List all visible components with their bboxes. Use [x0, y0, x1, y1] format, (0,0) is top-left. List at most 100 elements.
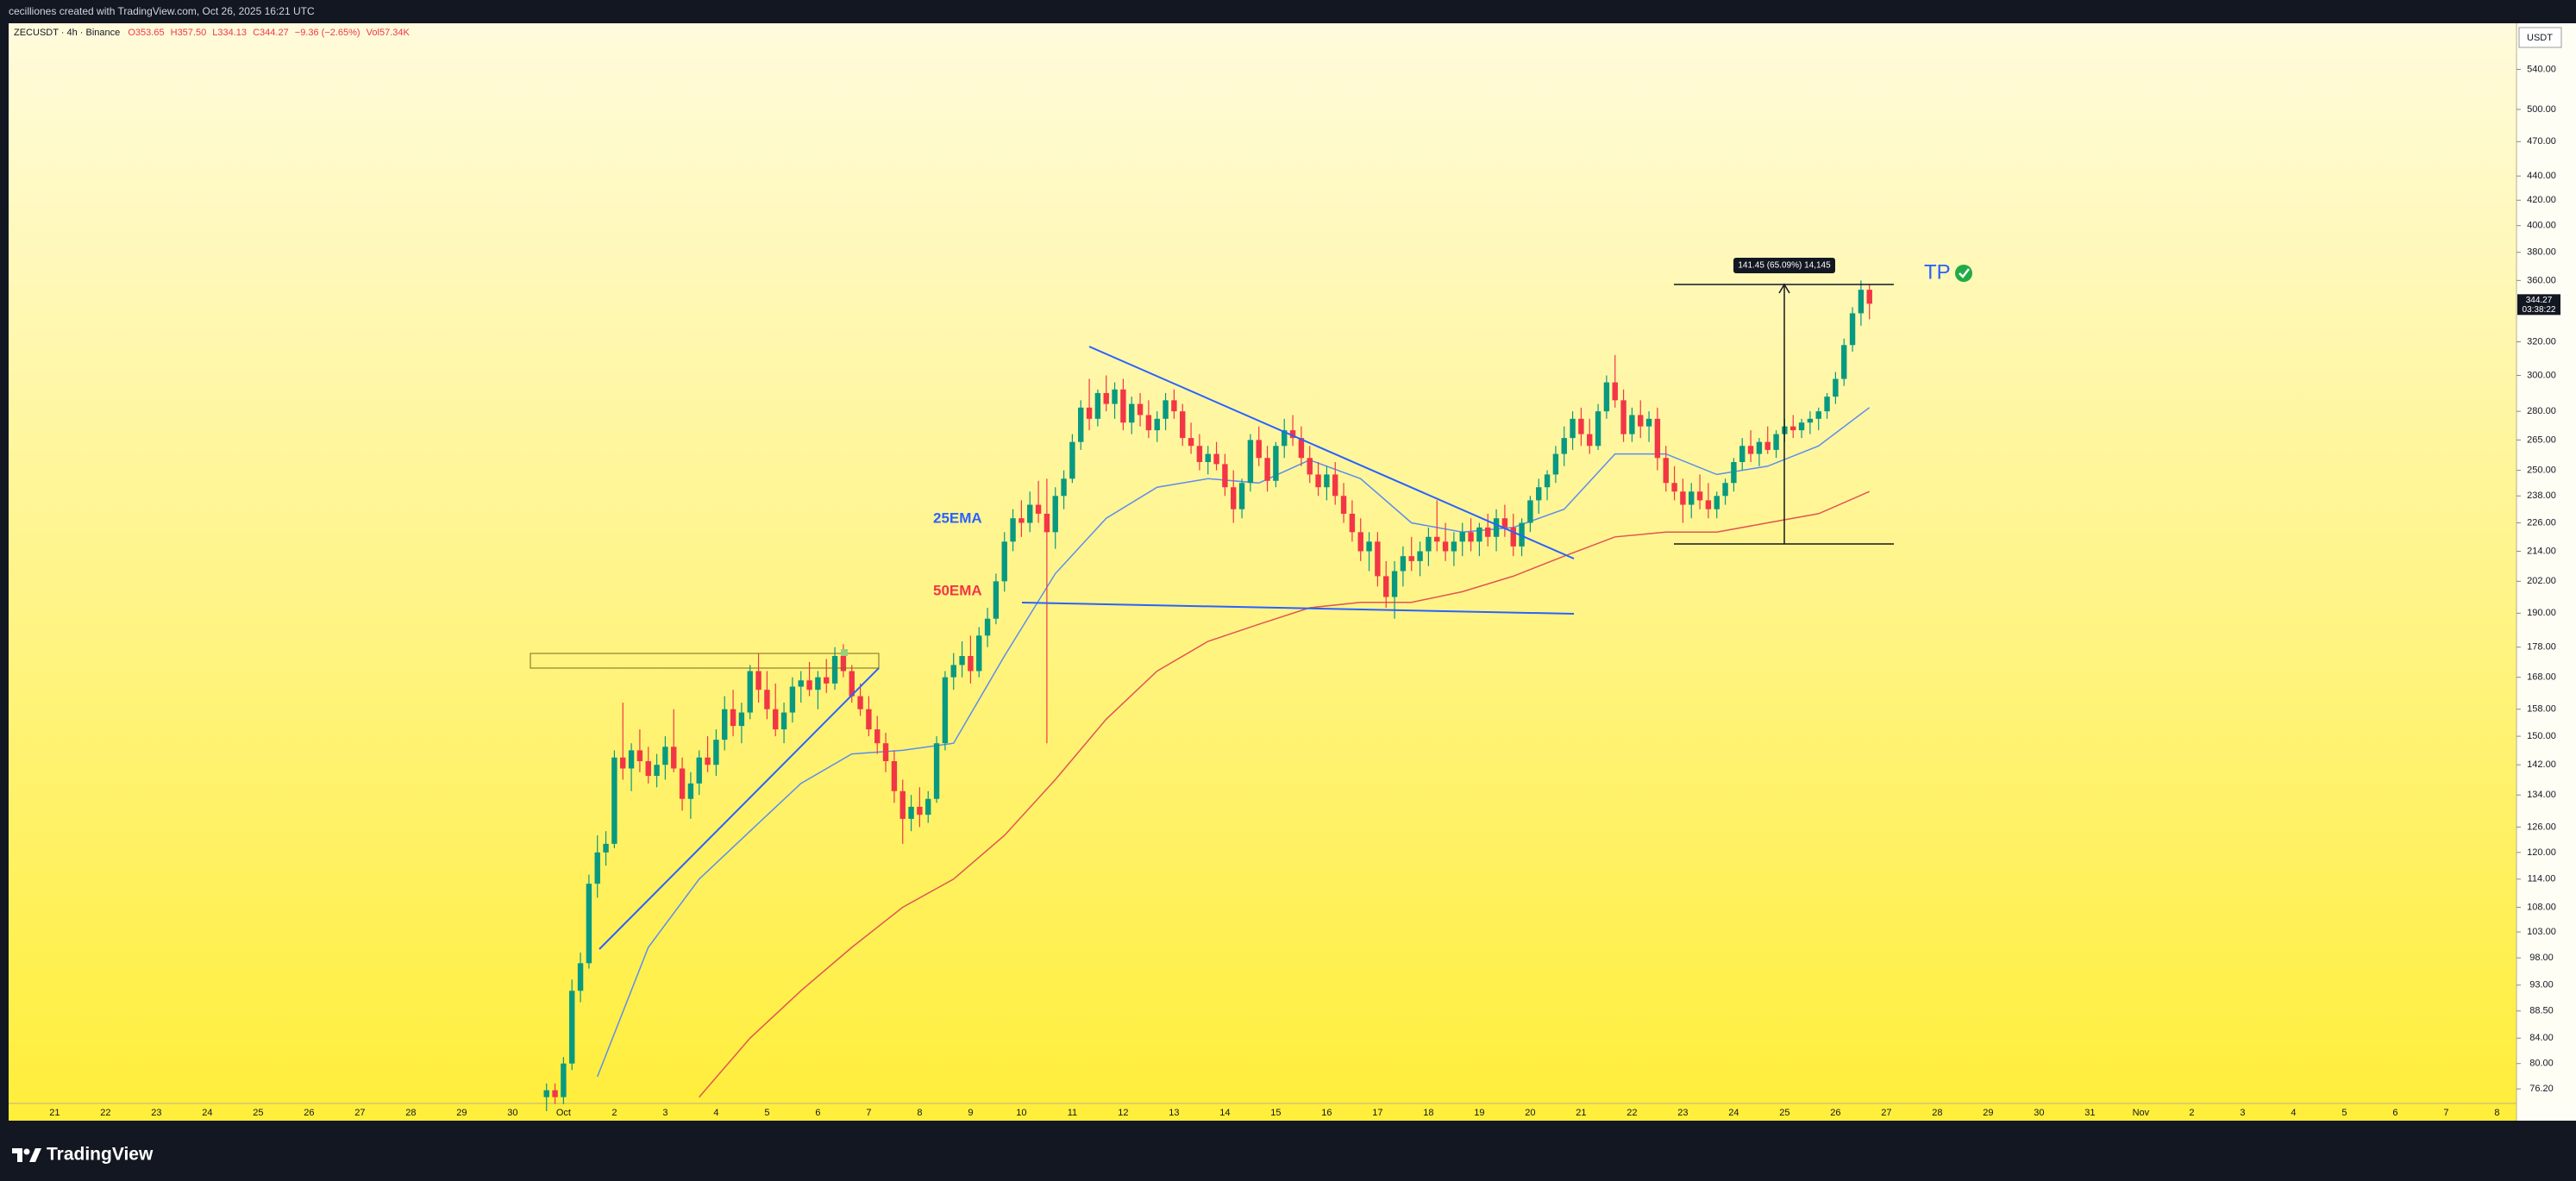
candle-body — [891, 760, 898, 791]
candle-body — [1264, 458, 1270, 481]
candle-body — [1671, 483, 1677, 492]
series-label: 50EMA — [933, 582, 982, 598]
candle-body — [1696, 491, 1703, 501]
candle-body — [1595, 411, 1601, 447]
x-tick-label: 8 — [917, 1108, 922, 1118]
top-caption: cecilliones created with TradingView.com… — [9, 5, 315, 17]
x-tick-label: 11 — [1068, 1108, 1077, 1118]
x-tick-label: 27 — [1881, 1108, 1891, 1118]
y-tick-label: 76.20 — [2529, 1084, 2554, 1094]
y-tick-label: 420.00 — [2527, 195, 2556, 205]
series-label: 25EMA — [933, 509, 982, 526]
logo-dot — [23, 1148, 30, 1155]
y-tick-label: 380.00 — [2527, 247, 2556, 258]
candle-body — [1645, 418, 1652, 427]
candle-body — [1137, 403, 1144, 416]
y-tick-label: 190.00 — [2527, 608, 2556, 618]
y-tick-label: 178.00 — [2527, 642, 2556, 653]
candle-body — [1196, 446, 1203, 462]
candle-body — [1238, 483, 1245, 509]
candle-body — [1764, 441, 1771, 450]
x-tick-label: 20 — [1525, 1108, 1535, 1118]
candle-body — [1163, 400, 1169, 419]
plot-background — [9, 23, 2516, 1121]
brand-logo — [12, 1148, 41, 1162]
x-tick-label: 12 — [1118, 1108, 1128, 1118]
candle-body — [645, 760, 651, 777]
trend-line — [1088, 346, 1575, 559]
x-tick-label: 23 — [1677, 1108, 1688, 1118]
candle-body — [1408, 556, 1414, 561]
candle-body — [1222, 464, 1228, 488]
y-tick-label: 80.00 — [2529, 1059, 2554, 1069]
candle-body — [696, 757, 702, 784]
candle-body — [806, 680, 812, 690]
candle-body — [1103, 392, 1109, 404]
candle-body — [1527, 500, 1533, 523]
change: −9.36 (−2.65%) — [294, 28, 360, 38]
x-tick-label: 21 — [49, 1108, 60, 1118]
candle-body — [730, 709, 736, 727]
y-tick-label: 540.00 — [2527, 64, 2556, 74]
candle-body — [1120, 389, 1126, 423]
candle-body — [603, 843, 609, 853]
candle-body — [679, 768, 686, 799]
candle-body — [1044, 513, 1050, 533]
candle-body — [569, 990, 575, 1064]
marker — [841, 649, 848, 656]
candle-body — [1705, 500, 1712, 509]
y-tick-label: 300.00 — [2527, 370, 2556, 380]
x-tick-label: 3 — [2240, 1108, 2245, 1118]
candle-body — [1510, 527, 1516, 547]
candle-body — [959, 655, 965, 665]
candle-body — [1298, 438, 1305, 459]
y-tick-label: 360.00 — [2527, 275, 2556, 285]
candle-body — [1247, 440, 1254, 484]
y-tick-label: 158.00 — [2527, 704, 2556, 715]
candle-body — [1493, 518, 1500, 537]
candle-body — [1722, 483, 1728, 497]
candle-body — [636, 750, 643, 761]
candle-body — [1731, 461, 1737, 484]
x-tick-label: 18 — [1423, 1108, 1433, 1118]
y-tick-label: 134.00 — [2527, 790, 2556, 800]
candle-body — [671, 747, 677, 769]
check-mark — [1959, 268, 1970, 278]
x-tick-label: 27 — [354, 1108, 365, 1118]
candle-body — [1069, 441, 1075, 479]
candle-body — [1145, 415, 1152, 431]
y-tick-label: 120.00 — [2527, 847, 2556, 858]
drawings: 141.45 (65.09%) 14,145 TP — [530, 258, 1972, 950]
candle-body — [1578, 418, 1584, 434]
candle-body — [874, 729, 881, 744]
candle-body — [577, 963, 584, 991]
candle-body — [789, 686, 796, 713]
candle-body — [1018, 518, 1025, 523]
currency-box — [2518, 27, 2562, 48]
candle-body — [1205, 453, 1211, 462]
x-tick-label: 26 — [1830, 1108, 1840, 1118]
measure-arrowhead — [1778, 283, 1790, 294]
x-tick-label: 29 — [1983, 1108, 1993, 1118]
candle-body — [1154, 418, 1160, 431]
candle-body — [552, 1090, 558, 1097]
candle-body — [1536, 487, 1542, 501]
candle-body — [1468, 532, 1474, 542]
candle-body — [1501, 518, 1508, 528]
candle-body — [1587, 434, 1593, 447]
volume: Vol57.34K — [366, 28, 410, 38]
x-tick-label: 21 — [1576, 1108, 1586, 1118]
y-tick-label: 280.00 — [2527, 406, 2556, 416]
candle-body — [561, 1063, 567, 1097]
candle-body — [628, 750, 635, 769]
x-tick-label: 15 — [1270, 1108, 1281, 1118]
measure-label-box — [1733, 258, 1835, 273]
ohlc-value: L334.13 — [212, 28, 248, 38]
candle-body — [713, 740, 719, 765]
ohlc-value: O353.65 — [128, 28, 165, 38]
y-tick-label: 238.00 — [2527, 491, 2556, 501]
x-tick-label: 16 — [1321, 1108, 1332, 1118]
y-tick-label: 88.50 — [2529, 1006, 2554, 1016]
candle-body — [1256, 440, 1262, 459]
